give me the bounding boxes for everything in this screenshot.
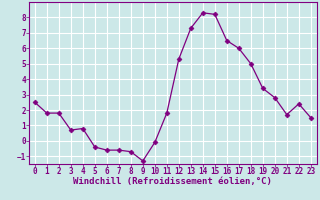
X-axis label: Windchill (Refroidissement éolien,°C): Windchill (Refroidissement éolien,°C) — [73, 177, 272, 186]
